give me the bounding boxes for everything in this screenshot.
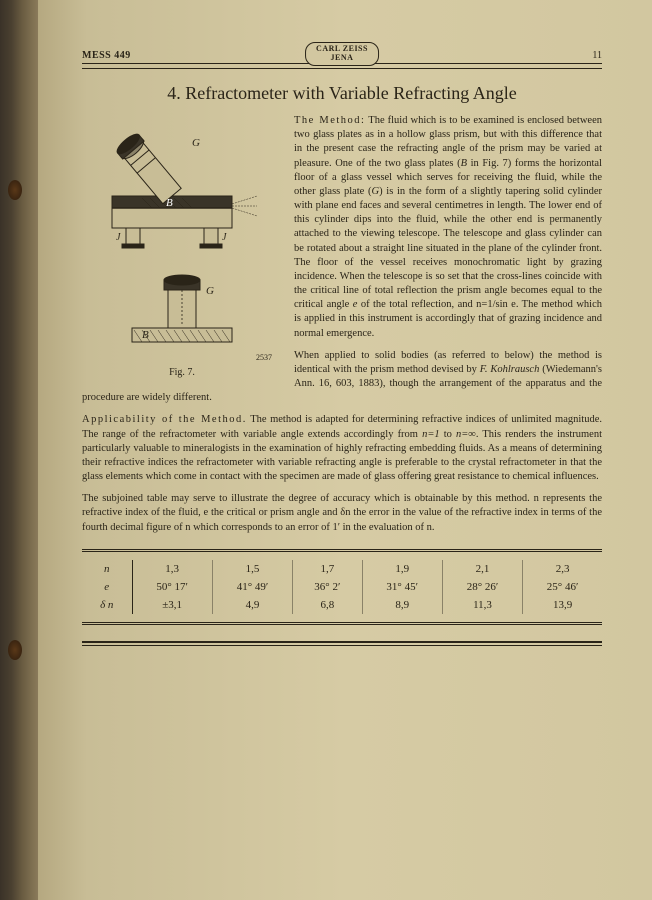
p1-text: The fluid which is to be examined is enc…: [294, 115, 602, 339]
cell: 31° 45′: [362, 578, 442, 596]
book-spread: MESS 449 CARL ZEISS JENA 11 4. Refractom…: [0, 0, 652, 900]
fig-label-j2: J: [222, 232, 227, 243]
fig-label-g1: G: [192, 137, 200, 149]
footer-rule: [82, 641, 602, 643]
fig-label-b1: B: [166, 197, 173, 209]
cell: 1,3: [132, 560, 212, 578]
cell: 25° 46′: [523, 578, 602, 596]
figure-number: 2537: [82, 353, 282, 364]
cell: ±3,1: [132, 596, 212, 614]
cell: 36° 2′: [293, 578, 362, 596]
cell: 8,9: [362, 596, 442, 614]
body-text: G B J J: [82, 114, 602, 535]
header-rule: MESS 449 CARL ZEISS JENA 11: [82, 50, 602, 64]
table-row: δ n ±3,1 4,9 6,8 8,9 11,3 13,9: [82, 596, 602, 614]
figure-caption: Fig. 7.: [82, 366, 282, 380]
brand-logo: CARL ZEISS JENA: [305, 42, 379, 66]
row-header-e: e: [82, 578, 132, 596]
cell: 13,9: [523, 596, 602, 614]
cell: 1,9: [362, 560, 442, 578]
page: MESS 449 CARL ZEISS JENA 11 4. Refractom…: [38, 0, 652, 900]
cell: 28° 26′: [442, 578, 522, 596]
brand-logo-frame: CARL ZEISS JENA: [305, 42, 379, 66]
accuracy-table: n 1,3 1,5 1,7 1,9 2,1 2,3 e 50° 17′ 41° …: [82, 549, 602, 625]
accuracy-table-grid: n 1,3 1,5 1,7 1,9 2,1 2,3 e 50° 17′ 41° …: [82, 560, 602, 614]
book-binding-edge: [0, 0, 38, 900]
section-title: 4. Refractometer with Variable Refractin…: [82, 83, 602, 104]
paragraph-table-intro: The subjoined table may serve to illustr…: [82, 492, 602, 535]
brand-bottom: JENA: [316, 54, 368, 63]
cell: 4,9: [212, 596, 292, 614]
cell: 1,7: [293, 560, 362, 578]
row-header-n: n: [82, 560, 132, 578]
cell: 1,5: [212, 560, 292, 578]
footer-rule-2: [82, 645, 602, 646]
cell: 6,8: [293, 596, 362, 614]
fig-label-g2: G: [206, 285, 214, 297]
header-rule-2: [82, 68, 602, 69]
table-row: e 50° 17′ 41° 49′ 36° 2′ 31° 45′ 28° 26′…: [82, 578, 602, 596]
page-number: 11: [592, 50, 602, 61]
table-row: n 1,3 1,5 1,7 1,9 2,1 2,3: [82, 560, 602, 578]
fig-label-b2: B: [142, 329, 149, 341]
fig-label-j1: J: [116, 232, 121, 243]
cell: 41° 49′: [212, 578, 292, 596]
header-mess: MESS 449: [82, 50, 131, 61]
figure-7: G B J J: [82, 118, 282, 379]
cell: 2,1: [442, 560, 522, 578]
figure-7-svg: G B J J: [82, 118, 282, 348]
cell: 11,3: [442, 596, 522, 614]
cell: 2,3: [523, 560, 602, 578]
cell: 50° 17′: [132, 578, 212, 596]
row-header-dn: δ n: [82, 596, 132, 614]
paragraph-applicability: Applicability of the Method. The method …: [82, 413, 602, 484]
